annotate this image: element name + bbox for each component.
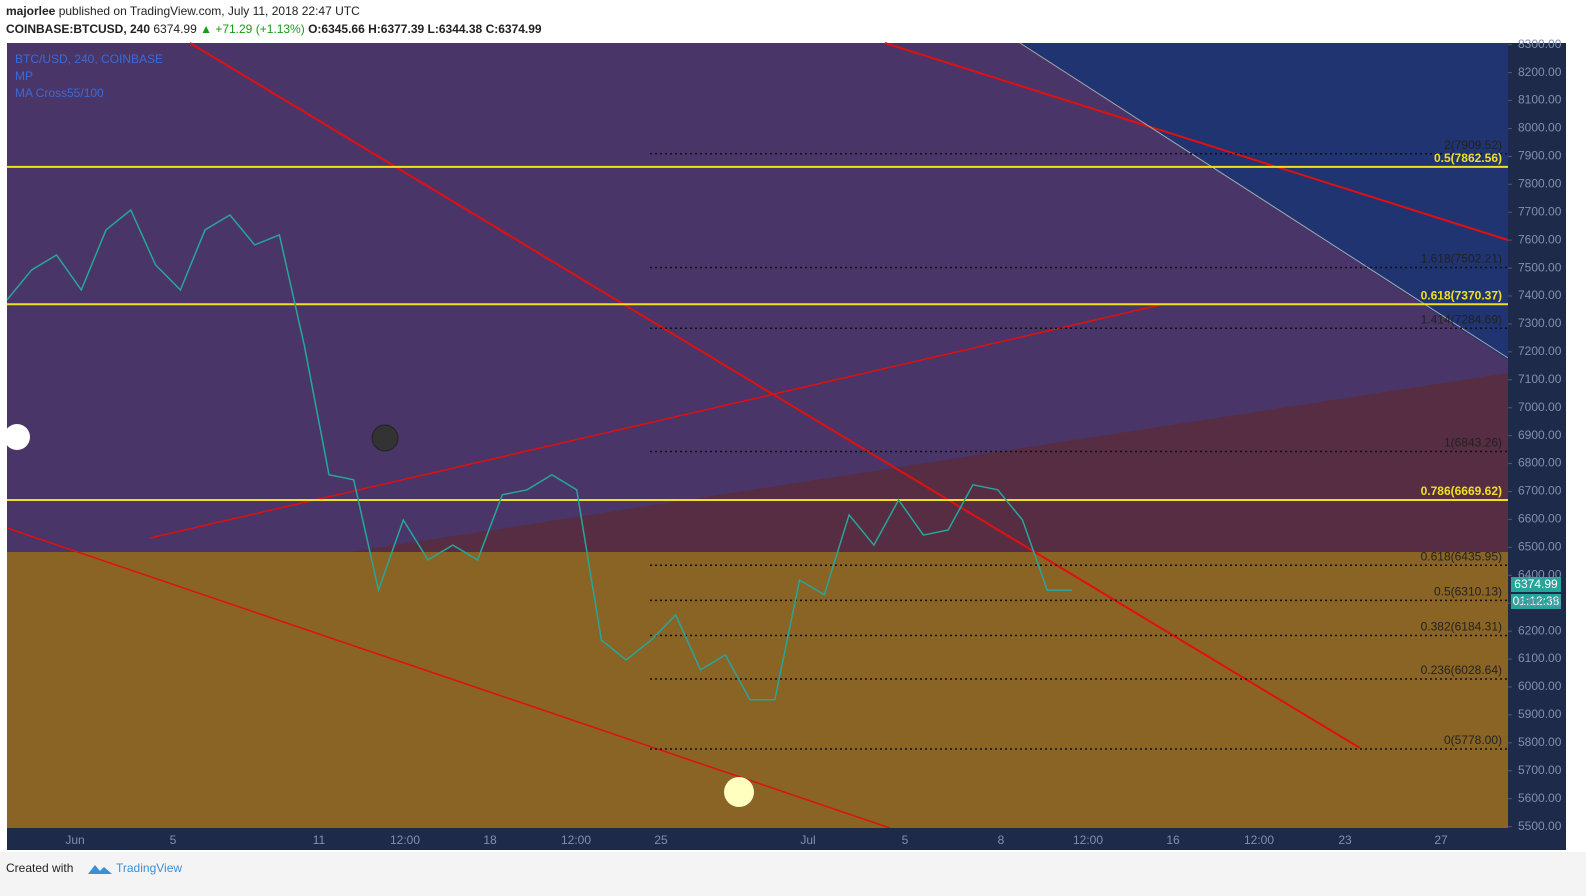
footer-created: Created with	[6, 861, 73, 875]
x-tick-label: 12:00	[390, 833, 420, 847]
y-tick-label: 5500.00	[1518, 819, 1562, 833]
fib-label: 2(7909.52)	[1444, 138, 1502, 152]
fib-label: 0.5(7862.56)	[1434, 151, 1502, 165]
y-tick-label: 5700.00	[1518, 763, 1562, 777]
legend-item: MP	[15, 69, 33, 83]
x-tick-label: 12:00	[1073, 833, 1103, 847]
x-tick-label: 5	[170, 833, 177, 847]
fib-label: 1(6843.26)	[1444, 436, 1502, 450]
trendline	[884, 42, 1509, 241]
orange-zone	[7, 552, 1508, 828]
price-axis	[1508, 43, 1566, 828]
y-tick-label: 6700.00	[1518, 484, 1562, 498]
high: H:6377.39	[368, 22, 425, 36]
x-tick-label: 12:00	[561, 833, 591, 847]
y-tick-label: 6400.00	[1518, 567, 1562, 581]
y-tick-label: 8000.00	[1518, 121, 1562, 135]
last: 6374.99	[153, 22, 197, 36]
y-tick-label: 7600.00	[1518, 232, 1562, 246]
x-tick-label: 5	[902, 833, 909, 847]
fib-label: 1.618(7502.21)	[1421, 252, 1502, 266]
fib-label: 0.5(6310.13)	[1434, 585, 1502, 599]
price-line	[6, 208, 1072, 701]
fib-label: 0.382(6184.31)	[1421, 620, 1502, 634]
x-tick-label: 18	[483, 833, 497, 847]
x-tick-label: Jun	[65, 833, 84, 847]
y-tick-label: 6500.00	[1518, 540, 1562, 554]
open: O:6345.66	[308, 22, 365, 36]
fib-label: 0.786(6669.62)	[1421, 484, 1502, 498]
y-tick-label: 7300.00	[1518, 316, 1562, 330]
y-tick-label: 5800.00	[1518, 735, 1562, 749]
fib-label: 0.618(6435.95)	[1421, 549, 1502, 563]
y-tick-label: 8200.00	[1518, 65, 1562, 79]
legend-item: MA Cross55/100	[15, 86, 104, 100]
price-tag	[1511, 577, 1561, 592]
marker	[4, 424, 30, 450]
y-tick-label: 8100.00	[1518, 93, 1562, 107]
x-tick-label: 25	[654, 833, 668, 847]
footer-bg	[0, 852, 1586, 896]
legend-item: BTC/USD, 240, COINBASE	[15, 52, 163, 66]
low: L:6344.38	[427, 22, 483, 36]
y-tick-label: 7100.00	[1518, 372, 1562, 386]
red-zone	[7, 373, 1508, 605]
y-tick-label: 5900.00	[1518, 707, 1562, 721]
fib-label: 0.236(6028.64)	[1421, 663, 1502, 677]
logo	[88, 865, 112, 874]
price-tag-text: 6374.99	[1514, 577, 1558, 591]
purple-zone	[7, 43, 1508, 828]
fib-label: 1.414(7284.69)	[1421, 312, 1502, 326]
y-tick-label: 6300.00	[1518, 595, 1562, 609]
header: majorlee published on TradingView.com, J…	[6, 4, 360, 18]
y-tick-label: 7000.00	[1518, 400, 1562, 414]
x-tick-label: 12:00	[1244, 833, 1274, 847]
y-tick-label: 7400.00	[1518, 288, 1562, 302]
y-tick-label: 7900.00	[1518, 149, 1562, 163]
y-tick-label: 6000.00	[1518, 679, 1562, 693]
y-tick-label: 8300.00	[1518, 37, 1562, 51]
x-tick-label: 11	[313, 833, 326, 847]
trendline	[1019, 42, 1509, 359]
quote: COINBASE:BTCUSD, 240 6374.99 ▲ +71.29 (+…	[6, 22, 542, 36]
marker	[724, 777, 754, 807]
y-tick-label: 5600.00	[1518, 791, 1562, 805]
blue-zone	[1020, 43, 1508, 360]
x-tick-label: 16	[1166, 833, 1180, 847]
countdown-text: 01:12:38	[1513, 594, 1560, 608]
plot-bg	[7, 43, 1508, 828]
fib-label: 0.618(7370.37)	[1421, 288, 1502, 302]
close: C:6374.99	[485, 22, 542, 36]
y-tick-label: 7800.00	[1518, 176, 1562, 190]
x-tick-label: 27	[1434, 833, 1448, 847]
trendline	[189, 42, 1361, 749]
trendline	[149, 304, 1161, 539]
published: published on TradingView.com, July 11, 2…	[58, 4, 360, 18]
y-tick-label: 6100.00	[1518, 651, 1562, 665]
author: majorlee	[6, 4, 56, 18]
marker	[371, 424, 399, 452]
x-tick-label: 23	[1338, 833, 1352, 847]
footer-brand: TradingView	[116, 861, 182, 875]
x-tick-label: 8	[998, 833, 1005, 847]
y-tick-label: 6900.00	[1518, 428, 1562, 442]
y-tick-label: 6800.00	[1518, 456, 1562, 470]
y-tick-label: 7500.00	[1518, 260, 1562, 274]
y-tick-label: 7700.00	[1518, 204, 1562, 218]
y-tick-label: 7200.00	[1518, 344, 1562, 358]
time-axis	[7, 828, 1566, 850]
symbol: COINBASE:BTCUSD, 240	[6, 22, 151, 36]
change: ▲ +71.29 (+1.13%)	[200, 22, 305, 36]
y-tick-label: 6200.00	[1518, 623, 1562, 637]
x-tick-label: Jul	[800, 833, 815, 847]
fib-label: 0(5778.00)	[1444, 733, 1502, 747]
countdown-tag	[1511, 594, 1561, 609]
y-tick-label: 6600.00	[1518, 512, 1562, 526]
trendline	[6, 527, 891, 829]
